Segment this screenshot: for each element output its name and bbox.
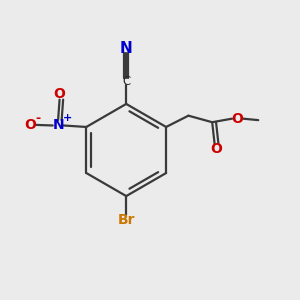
Text: O: O — [210, 142, 222, 156]
Text: N: N — [120, 41, 133, 56]
Text: O: O — [54, 87, 65, 101]
Text: +: + — [62, 113, 72, 123]
Text: O: O — [232, 112, 243, 126]
Text: O: O — [24, 118, 36, 132]
Text: Br: Br — [118, 213, 135, 227]
Text: -: - — [36, 112, 41, 125]
Text: N: N — [52, 118, 64, 133]
Text: C: C — [122, 75, 130, 88]
